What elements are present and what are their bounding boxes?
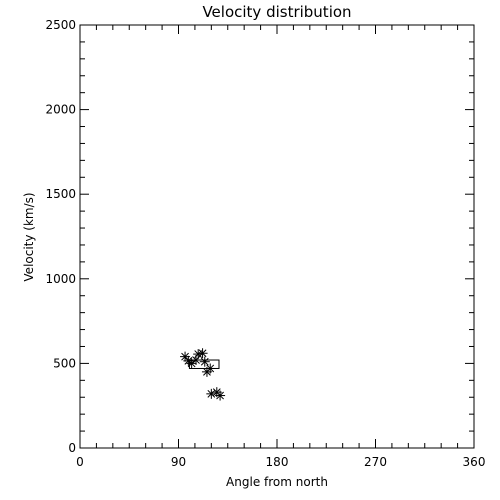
x-tick-label: 0 <box>76 455 84 469</box>
data-point <box>205 363 216 374</box>
x-tick-label: 360 <box>463 455 486 469</box>
x-tick-label: 180 <box>266 455 289 469</box>
data-point <box>199 356 210 367</box>
y-tick-label: 0 <box>68 441 76 455</box>
y-tick-label: 1000 <box>45 272 76 286</box>
chart-title: Velocity distribution <box>202 3 351 21</box>
y-axis-label: Velocity (km/s) <box>22 192 36 281</box>
axis-ticks: 0 90 180 270 360 0 500 1000 1500 2000 2500 <box>45 18 485 469</box>
y-tick-label: 1500 <box>45 187 76 201</box>
x-tick-label: 90 <box>171 455 186 469</box>
y-tick-label: 2500 <box>45 18 76 32</box>
data-point <box>197 348 208 359</box>
y-tick-label: 2000 <box>45 103 76 117</box>
data-point <box>215 390 226 401</box>
plot-frame <box>79 24 475 449</box>
x-axis-label: Angle from north <box>226 475 328 489</box>
x-tick-label: 270 <box>364 455 387 469</box>
y-tick-label: 500 <box>53 356 76 370</box>
points-layer <box>180 348 226 401</box>
